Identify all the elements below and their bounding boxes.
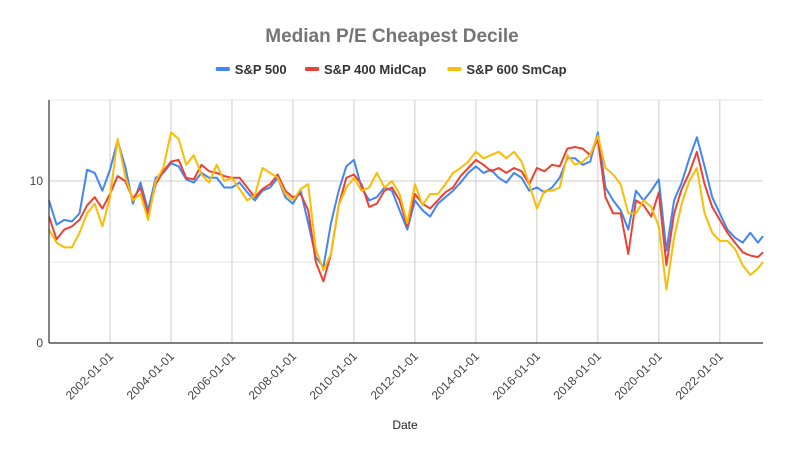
legend-label: S&P 600 SmCap <box>466 62 566 77</box>
gridlines <box>49 99 763 343</box>
series-line-2 <box>48 137 764 283</box>
legend-label: S&P 400 MidCap <box>324 62 426 77</box>
series-line-3 <box>48 131 764 291</box>
legend-swatch <box>305 67 319 71</box>
series-lines <box>48 131 764 291</box>
legend-swatch <box>447 67 462 71</box>
legend-swatch <box>215 67 230 71</box>
legend-item[interactable]: S&P 600 SmCap <box>447 62 567 77</box>
y-tick-label: 0 <box>36 336 43 350</box>
legend-item[interactable]: S&P 500 <box>215 62 287 77</box>
y-tick-label: 10 <box>30 174 44 188</box>
legend-item[interactable]: S&P 400 MidCap <box>305 62 426 77</box>
chart-title: Median P/E Cheapest Decile <box>265 26 518 47</box>
x-axis-label: Date <box>392 418 418 432</box>
legend-label: S&P 500 <box>235 62 287 77</box>
legend: S&P 500 S&P 400 MidCap S&P 600 SmCap <box>215 62 567 77</box>
